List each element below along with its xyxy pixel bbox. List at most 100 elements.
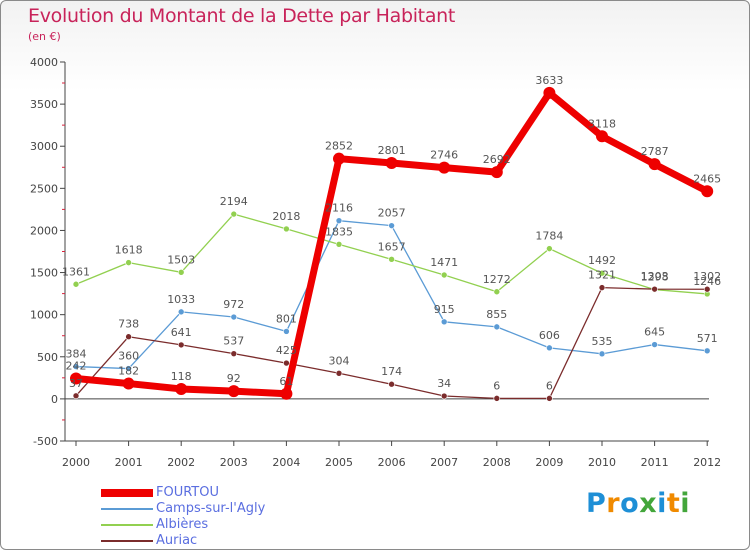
data-label-0: 2692 [483,153,511,166]
data-label-2: 1503 [167,253,195,266]
data-point-1 [125,365,132,372]
data-point-2 [546,245,553,252]
data-point-3 [125,333,132,341]
y-tick-label: 1000 [30,309,58,322]
x-tick-label: 2001 [115,456,143,469]
data-label-1: 360 [118,350,139,363]
data-point-2 [388,256,395,263]
logo-letter: x [639,488,658,519]
y-tick-label: 4000 [30,56,58,69]
logo-letter: i [657,488,667,519]
legend-swatch-albieres [101,524,153,526]
data-label-0: 2746 [430,149,458,162]
data-point-2 [125,259,132,266]
data-label-2: 1657 [378,240,406,253]
data-point-3 [335,369,343,377]
data-point-2 [177,269,185,276]
data-label-0: 3118 [588,117,616,130]
legend-item-fourtou: FOURTOU [101,485,341,501]
legend-item-albieres: Albières [101,517,341,533]
data-point-0 [70,372,82,385]
y-tick-label: 3500 [30,98,58,111]
data-point-1 [230,313,238,321]
data-point-1 [440,318,448,326]
data-label-0: 3633 [535,74,563,87]
x-tick-label: 2000 [62,456,90,469]
data-point-2 [335,241,343,248]
data-label-0: 182 [118,365,139,378]
data-label-3: 6 [493,379,500,392]
data-label-0: 2787 [641,145,669,158]
data-point-1 [177,308,185,316]
logo-letter: t [666,488,681,519]
data-point-2 [72,280,80,288]
y-tick-label: 0 [51,393,58,406]
data-label-0: 2801 [378,144,406,157]
data-point-3 [230,350,238,357]
data-label-3: 304 [329,354,350,367]
data-label-0: 118 [171,370,192,383]
legend-swatch-auriac [101,540,153,542]
data-label-1: 571 [697,332,718,345]
y-tick-label: 2500 [30,182,58,195]
data-label-1: 606 [539,329,560,342]
data-point-1 [493,323,501,331]
data-point-2 [230,210,238,218]
data-label-3: 1321 [588,269,616,282]
legend-swatch-fourtou [101,489,153,497]
data-point-3 [440,392,448,400]
data-point-1 [283,328,290,335]
data-point-3 [72,392,80,400]
y-tick-label: 3000 [30,140,58,153]
data-label-3: 738 [118,318,139,331]
legend-item-camps: Camps-sur-l'Agly [101,501,341,517]
data-point-2 [283,225,290,233]
data-label-3: 537 [223,335,244,348]
data-point-2 [493,288,501,296]
data-label-2: 1492 [588,254,616,267]
data-point-3 [177,341,185,349]
data-label-1: 645 [644,326,665,339]
x-tick-label: 2003 [220,456,248,469]
data-point-0 [333,152,345,165]
x-tick-label: 2002 [167,456,195,469]
data-label-0: 61 [279,375,293,388]
data-label-2: 1835 [325,225,353,238]
logo-letter: P [586,488,607,519]
x-tick-label: 2005 [325,456,353,469]
legend-label-fourtou: FOURTOU [156,485,220,500]
x-tick-label: 2012 [693,456,721,469]
legend-item-auriac: Auriac [101,533,341,549]
data-label-3: 37 [69,377,83,390]
data-label-2: 1784 [535,230,563,243]
data-point-1 [651,341,658,348]
legend-label-albieres: Albières [156,517,209,532]
data-point-3 [651,285,658,293]
data-point-2 [598,269,606,277]
data-label-0: 242 [66,360,87,373]
data-label-1: 1033 [167,293,195,306]
data-point-0 [596,130,608,143]
data-label-3: 641 [171,326,192,339]
data-point-0 [122,377,135,390]
data-label-3: 34 [437,377,451,390]
data-point-0 [175,382,188,395]
data-point-0 [490,166,503,179]
data-point-3 [546,395,553,402]
data-point-0 [648,158,661,171]
x-tick-label: 2007 [430,456,458,469]
data-point-1 [546,344,553,352]
data-label-1: 535 [592,335,613,348]
x-tick-label: 2004 [272,456,300,469]
chart-subtitle: (en €) [28,30,61,43]
y-tick-label: -500 [33,435,58,448]
data-point-0 [543,86,556,99]
data-point-1 [598,350,606,358]
data-label-3: 1303 [641,270,669,283]
data-point-3 [493,395,501,402]
data-label-0: 2852 [325,140,353,153]
data-point-0 [227,385,240,398]
data-label-1: 2057 [378,207,406,220]
